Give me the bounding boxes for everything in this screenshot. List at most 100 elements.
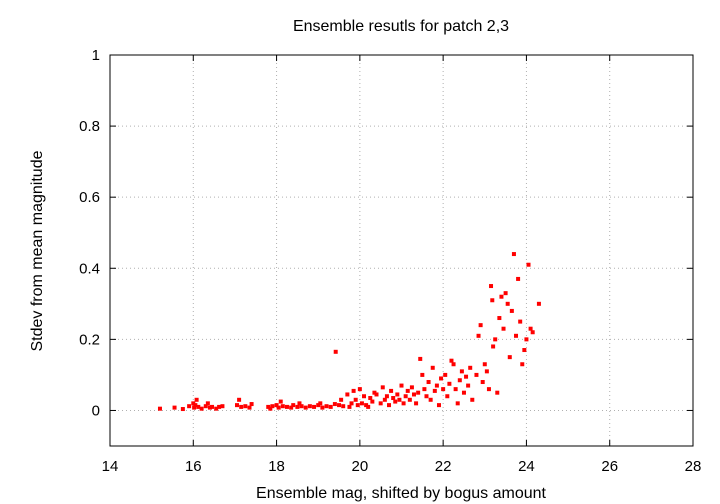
data-point [243, 404, 248, 409]
data-point [511, 252, 516, 257]
x-tick-label: 18 [268, 458, 285, 475]
data-point [503, 291, 508, 296]
data-point [192, 405, 197, 410]
data-point [347, 404, 352, 409]
data-point [536, 301, 541, 306]
data-point [157, 406, 162, 411]
data-point [235, 403, 240, 408]
data-point [490, 298, 495, 303]
data-point [210, 404, 215, 409]
data-point [349, 401, 354, 406]
data-point [528, 326, 533, 331]
data-point [489, 284, 494, 289]
data-point [393, 399, 398, 404]
data-point [432, 388, 437, 393]
data-point [478, 323, 483, 328]
data-point [353, 397, 358, 402]
data-point [199, 406, 204, 411]
data-point [520, 362, 525, 367]
data-point [316, 403, 321, 408]
data-point [493, 337, 498, 342]
data-point [378, 401, 383, 406]
data-point [207, 405, 212, 410]
data-point [426, 380, 431, 385]
data-point [366, 404, 371, 409]
x-tick-label: 16 [185, 458, 202, 475]
data-point [280, 404, 285, 409]
axis-ticks: 14 16 18 20 22 24 26 28 0 0.2 0.4 0.6 0.8 1 [79, 47, 701, 475]
data-point [484, 369, 489, 374]
data-point [407, 397, 412, 402]
data-point [247, 405, 252, 410]
data-point [474, 372, 479, 377]
data-point [380, 385, 385, 390]
x-tick-label: 20 [352, 458, 369, 475]
data-point [424, 394, 429, 399]
data-point [299, 404, 304, 409]
data-point [414, 401, 419, 406]
data-point [530, 330, 535, 335]
data-point [395, 392, 400, 397]
data-point [466, 383, 471, 388]
data-point [289, 405, 294, 410]
data-point [409, 385, 414, 390]
data-point [278, 399, 283, 404]
data-point [312, 404, 317, 409]
data-point [193, 403, 198, 408]
data-points [157, 252, 541, 412]
data-point [439, 376, 444, 381]
data-point [411, 392, 416, 397]
data-point [372, 390, 377, 395]
data-point [303, 405, 308, 410]
data-point [384, 394, 389, 399]
plot-frame [109, 54, 694, 447]
data-point [328, 404, 333, 409]
data-point [374, 392, 379, 397]
x-axis-label: Ensemble mag, shifted by bogus amount [256, 485, 547, 502]
data-point [486, 387, 491, 392]
y-tick-label: 0.4 [79, 260, 100, 277]
data-point [491, 344, 496, 349]
data-point [422, 387, 427, 392]
data-point [401, 401, 406, 406]
data-point [391, 396, 396, 401]
data-point [526, 262, 531, 267]
data-point [320, 405, 325, 410]
y-axis-label: Stdev from mean magnitude [29, 150, 46, 351]
data-point [468, 365, 473, 370]
data-point [457, 378, 462, 383]
data-point [295, 404, 300, 409]
data-point [516, 276, 521, 281]
data-point [497, 316, 502, 321]
data-point [332, 402, 337, 407]
data-point [324, 404, 329, 409]
y-tick-label: 0.2 [79, 331, 100, 348]
y-tick-label: 0.6 [79, 189, 100, 206]
data-point [180, 407, 185, 412]
data-point [368, 396, 373, 401]
data-point [364, 403, 369, 408]
data-point [297, 401, 302, 406]
data-point [239, 404, 244, 409]
data-point [434, 383, 439, 388]
data-point [276, 405, 281, 410]
data-point [430, 365, 435, 370]
data-point [476, 333, 481, 338]
x-tick-label: 24 [518, 458, 535, 475]
data-point [187, 404, 192, 409]
data-point [445, 394, 450, 399]
data-point [389, 388, 394, 393]
data-point [172, 405, 177, 410]
data-point [333, 349, 338, 354]
data-point [459, 369, 464, 374]
data-point [268, 406, 273, 411]
data-point [196, 404, 201, 409]
data-point [447, 381, 452, 386]
data-point [370, 399, 375, 404]
data-point [339, 397, 344, 402]
data-point [351, 388, 356, 393]
data-point [405, 388, 410, 393]
data-point [307, 404, 312, 409]
data-point [217, 404, 222, 409]
